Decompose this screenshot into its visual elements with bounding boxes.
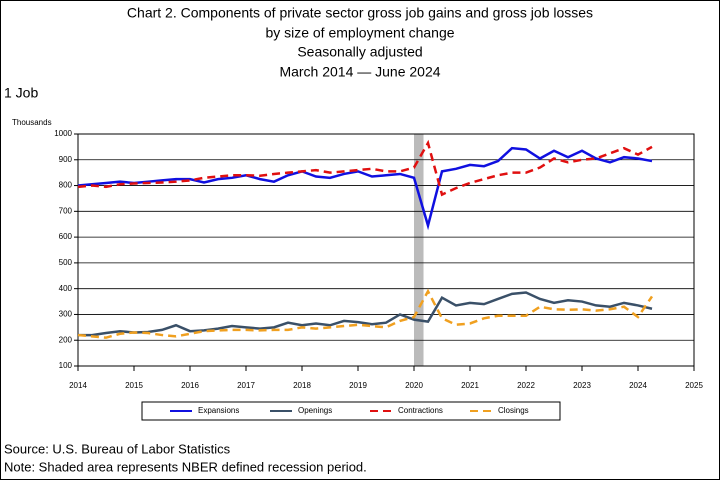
y-tick-label: 1000	[54, 129, 72, 138]
x-tick-label: 2022	[517, 381, 535, 390]
x-tick-label: 2016	[181, 381, 199, 390]
subtitle: March 2014 — June 2024	[279, 64, 440, 80]
recession-shade	[414, 134, 424, 366]
y-tick-label: 300	[59, 310, 73, 319]
x-tick-label: 2023	[573, 381, 591, 390]
x-tick-label: 2014	[69, 381, 87, 390]
plot-frame	[77, 133, 695, 367]
note: Source: U.S. Bureau of Labor Statistics	[4, 441, 231, 456]
subtitle: by size of employment change	[265, 25, 454, 41]
x-tick-label: 2020	[405, 381, 423, 390]
legend-label: Contractions	[398, 406, 443, 415]
series-line	[77, 288, 654, 339]
x-tick-label: 2019	[349, 381, 367, 390]
x-tick-label: 2021	[461, 381, 479, 390]
legend-label: Openings	[298, 406, 332, 415]
x-tick-label: 2024	[629, 381, 647, 390]
series-line	[77, 146, 653, 231]
y-tick-label: 200	[59, 335, 73, 344]
note: Note: Shaded area represents NBER define…	[4, 459, 367, 474]
legend-label: Closings	[498, 406, 529, 415]
x-tick-label: 2015	[125, 381, 143, 390]
chart-title: Chart 2. Components of private sector gr…	[127, 5, 593, 21]
y-label: 1 Job	[4, 85, 38, 101]
x-tick-label: 2025	[685, 381, 703, 390]
y-tick-label: 400	[59, 284, 73, 293]
series-line	[77, 139, 653, 197]
subtitle: Seasonally adjusted	[297, 44, 422, 60]
y-unit: Thousands	[12, 118, 52, 127]
y-tick-label: 100	[59, 361, 73, 370]
y-tick-label: 500	[59, 258, 73, 267]
y-tick-label: 700	[59, 206, 73, 215]
y-tick-label: 800	[59, 181, 73, 190]
legend-box	[141, 401, 561, 421]
y-tick-label: 600	[59, 232, 73, 241]
x-tick-label: 2018	[293, 381, 311, 390]
x-tick-label: 2017	[237, 381, 255, 390]
legend-label: Expansions	[198, 406, 239, 415]
y-tick-label: 900	[59, 155, 73, 164]
series-line	[78, 291, 653, 337]
